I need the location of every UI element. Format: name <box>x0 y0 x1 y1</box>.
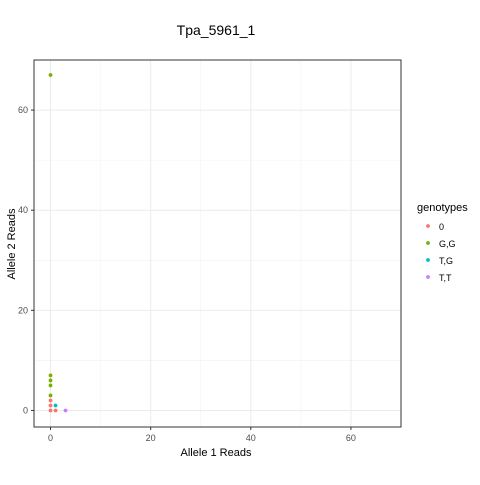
x-tick-label: 60 <box>346 433 356 443</box>
data-point <box>49 399 53 403</box>
data-point <box>49 73 53 77</box>
x-tick-label: 0 <box>48 433 53 443</box>
legend-title: genotypes <box>417 202 468 214</box>
y-tick-label: 40 <box>18 205 28 215</box>
legend-key <box>426 224 430 228</box>
data-point <box>49 379 53 383</box>
data-point <box>54 404 58 408</box>
data-point <box>49 384 53 388</box>
legend-key <box>426 241 430 245</box>
data-point <box>54 409 58 413</box>
y-axis-label: Allele 2 Reads <box>6 208 18 279</box>
x-axis-label: Allele 1 Reads <box>181 447 252 459</box>
x-tick-label: 20 <box>146 433 156 443</box>
y-tick-label: 0 <box>23 405 28 415</box>
data-point <box>64 409 68 413</box>
legend-label: G,G <box>439 239 456 249</box>
legend-label: T,G <box>439 256 453 266</box>
legend-label: 0 <box>439 222 444 232</box>
legend-key <box>426 275 430 279</box>
data-point <box>49 394 53 398</box>
x-tick-label: 40 <box>246 433 256 443</box>
data-point <box>49 409 53 413</box>
y-tick-label: 60 <box>18 105 28 115</box>
y-tick-label: 20 <box>18 305 28 315</box>
data-point <box>49 374 53 378</box>
legend-key <box>426 258 430 262</box>
data-point <box>49 404 53 408</box>
chart-title: Tpa_5961_1 <box>177 22 256 38</box>
legend-label: T,T <box>439 273 452 283</box>
